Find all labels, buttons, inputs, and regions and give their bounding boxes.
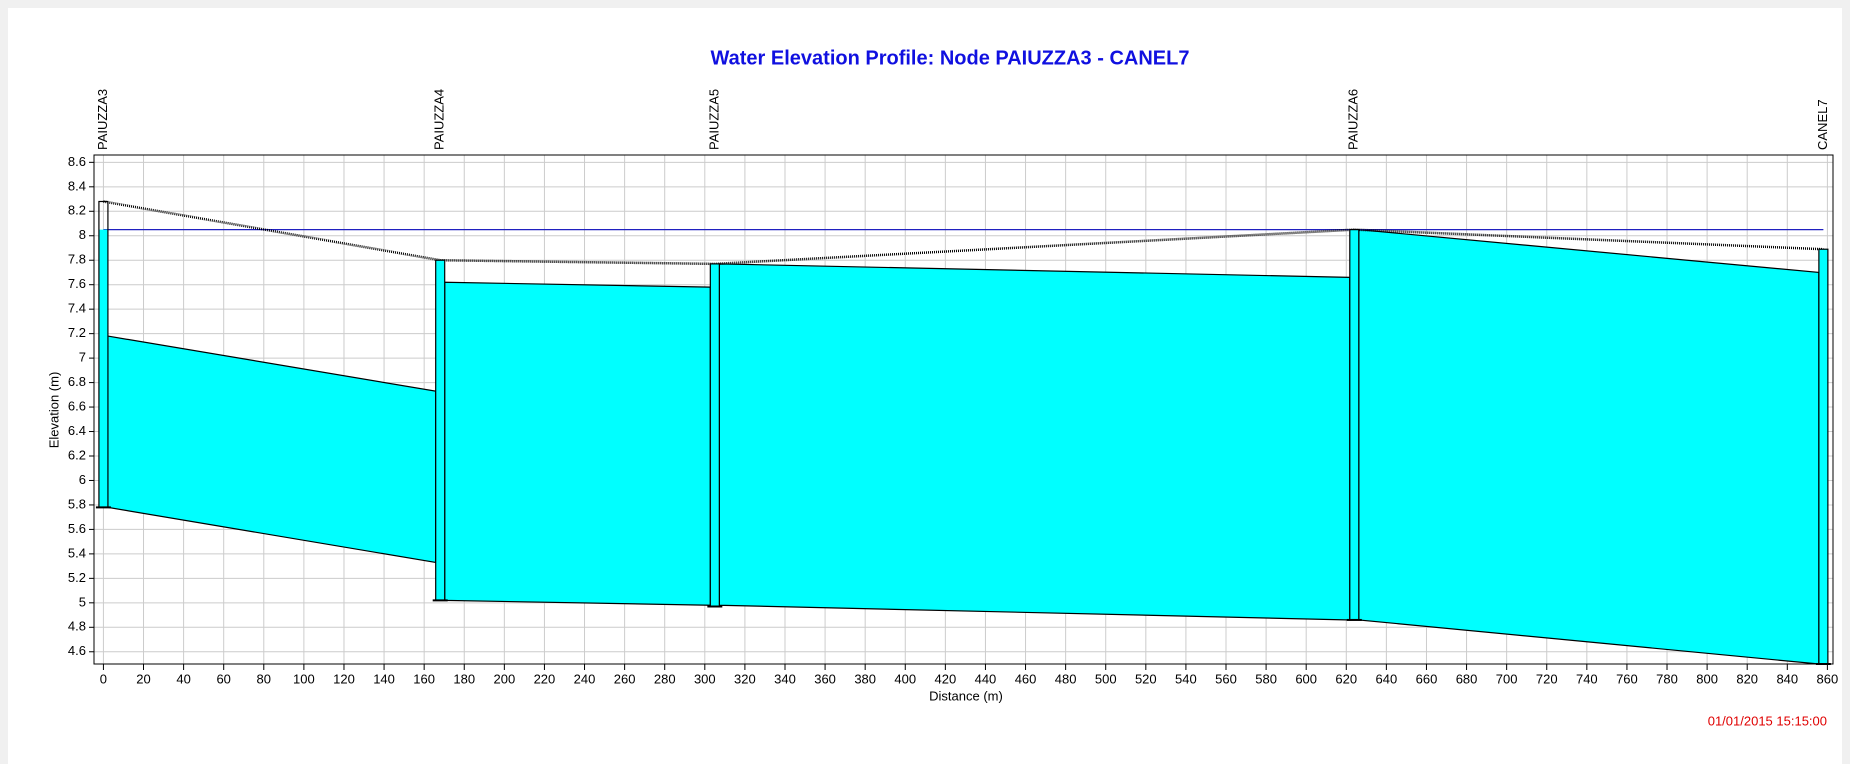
x-tick-label: 800 [1696, 671, 1718, 686]
x-tick-label: 680 [1456, 671, 1478, 686]
y-tick-label: 7.6 [68, 276, 86, 291]
y-tick-label: 7.4 [68, 301, 86, 316]
x-tick-label: 100 [293, 671, 315, 686]
chart-title: Water Elevation Profile: Node PAIUZZA3 -… [711, 47, 1190, 69]
x-tick-label: 200 [493, 671, 515, 686]
x-tick-label: 40 [176, 671, 190, 686]
x-tick-label: 440 [975, 671, 997, 686]
y-tick-label: 4.6 [68, 643, 86, 658]
x-tick-label: 240 [574, 671, 596, 686]
x-tick-label: 540 [1175, 671, 1197, 686]
y-tick-label: 6.2 [68, 447, 86, 462]
y-tick-label: 6.6 [68, 398, 86, 413]
x-tick-label: 400 [894, 671, 916, 686]
node-label: CANEL7 [1815, 99, 1830, 150]
y-tick-label: 6.8 [68, 374, 86, 389]
link-water [444, 281, 711, 606]
y-tick-label: 5.8 [68, 496, 86, 511]
x-tick-label: 520 [1135, 671, 1157, 686]
x-tick-label: 380 [854, 671, 876, 686]
y-tick-label: 7.8 [68, 252, 86, 267]
x-tick-label: 180 [453, 671, 475, 686]
y-tick-label: 5.4 [68, 545, 86, 560]
x-tick-label: 280 [654, 671, 676, 686]
x-tick-label: 740 [1576, 671, 1598, 686]
plot-frame [93, 154, 1834, 665]
link-water [1358, 228, 1820, 665]
y-tick-label: 6.4 [68, 423, 86, 438]
node-label: PAIUZZA6 [1346, 89, 1361, 150]
x-tick-label: 140 [373, 671, 395, 686]
y-tick-label: 7 [79, 350, 86, 365]
node-water [1349, 229, 1359, 620]
y-tick-label: 4.8 [68, 619, 86, 634]
x-tick-label: 460 [1015, 671, 1037, 686]
x-tick-label: 720 [1536, 671, 1558, 686]
y-tick-label: 8.4 [68, 178, 86, 193]
x-tick-label: 340 [774, 671, 796, 686]
x-tick-label: 860 [1817, 671, 1839, 686]
node-water [435, 260, 445, 601]
x-tick-label: 820 [1736, 671, 1758, 686]
x-tick-label: 760 [1616, 671, 1638, 686]
x-tick-label: 780 [1656, 671, 1678, 686]
y-axis-label: Elevation (m) [46, 372, 61, 449]
x-tick-label: 640 [1376, 671, 1398, 686]
y-tick-label: 6 [79, 472, 86, 487]
y-tick-label: 5.2 [68, 570, 86, 585]
node-label: PAIUZZA3 [95, 89, 110, 150]
node-water [98, 229, 108, 508]
x-axis-label: Distance (m) [929, 688, 1003, 703]
y-tick-label: 8.6 [68, 154, 86, 169]
x-tick-label: 600 [1295, 671, 1317, 686]
link-water [718, 263, 1351, 621]
x-tick-label: 0 [100, 671, 107, 686]
y-tick-label: 5 [79, 594, 86, 609]
x-tick-label: 700 [1496, 671, 1518, 686]
x-tick-label: 120 [333, 671, 355, 686]
x-tick-label: 220 [534, 671, 556, 686]
x-tick-label: 300 [694, 671, 716, 686]
node-label: PAIUZZA5 [706, 89, 721, 150]
x-tick-label: 60 [216, 671, 230, 686]
x-tick-label: 20 [136, 671, 150, 686]
y-tick-label: 5.6 [68, 521, 86, 536]
y-tick-label: 8 [79, 227, 86, 242]
x-tick-label: 420 [935, 671, 957, 686]
x-tick-label: 560 [1215, 671, 1237, 686]
x-tick-label: 260 [614, 671, 636, 686]
timestamp: 01/01/2015 15:15:00 [1708, 713, 1827, 728]
x-tick-label: 840 [1776, 671, 1798, 686]
x-tick-label: 320 [734, 671, 756, 686]
x-tick-label: 620 [1335, 671, 1357, 686]
x-tick-label: 660 [1416, 671, 1438, 686]
node-water [1818, 249, 1828, 665]
x-tick-label: 160 [413, 671, 435, 686]
y-tick-label: 8.2 [68, 203, 86, 218]
x-tick-label: 360 [814, 671, 836, 686]
node-water [710, 263, 720, 607]
node-label: PAIUZZA4 [432, 89, 447, 150]
x-tick-label: 80 [257, 671, 271, 686]
x-tick-label: 580 [1255, 671, 1277, 686]
y-tick-label: 7.2 [68, 325, 86, 340]
x-tick-label: 480 [1055, 671, 1077, 686]
x-tick-label: 500 [1095, 671, 1117, 686]
